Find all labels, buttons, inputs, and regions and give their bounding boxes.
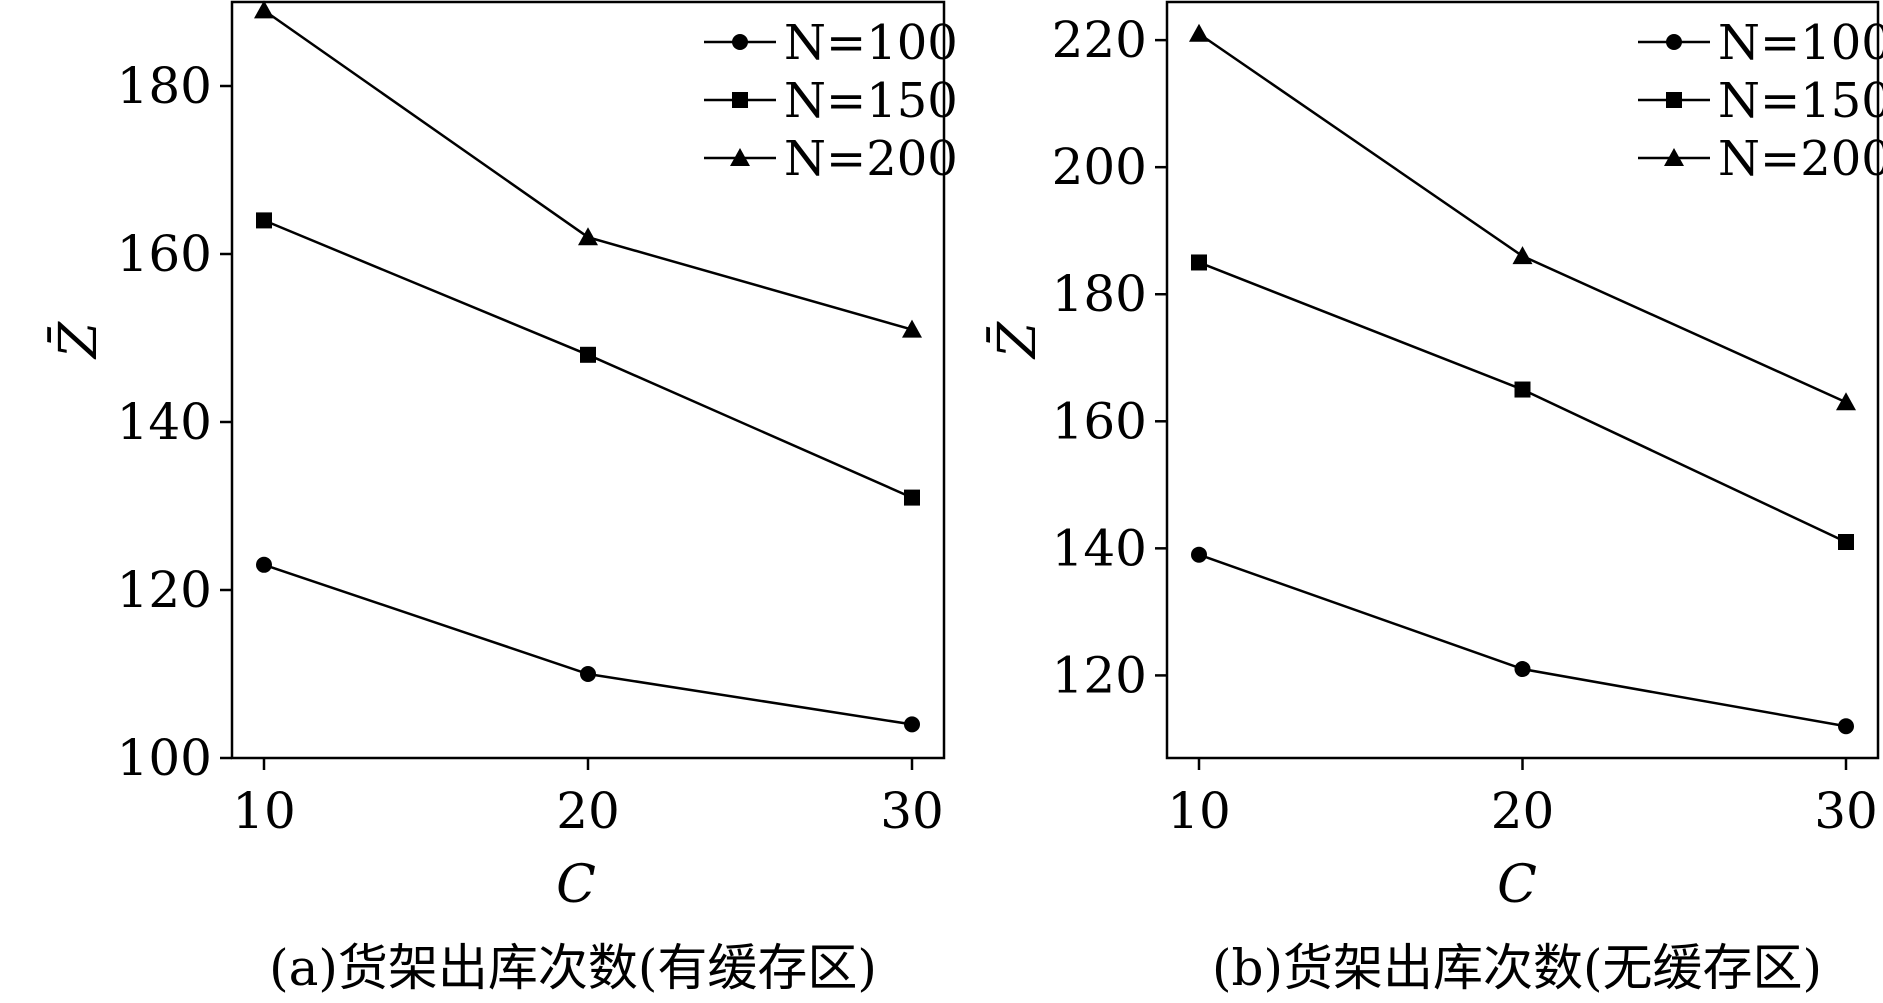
x-tick-label: 30 xyxy=(1814,782,1878,840)
series-square xyxy=(1191,254,1854,550)
data-point-circle xyxy=(904,716,920,733)
data-point-square xyxy=(256,212,272,229)
y-tick-label: 140 xyxy=(1052,519,1147,577)
x-tick-label: 20 xyxy=(556,782,620,840)
series-line xyxy=(1198,553,1847,728)
data-point-triangle xyxy=(578,227,598,246)
y-tick-label: 220 xyxy=(1052,11,1147,69)
panel-caption: (a)货架出库次数(有缓存区) xyxy=(269,939,877,997)
legend-marker-square xyxy=(732,92,748,108)
legend-marker-triangle xyxy=(1664,148,1684,166)
data-point-square xyxy=(1514,381,1531,398)
data-point-circle xyxy=(256,556,272,573)
legend-label: N=150 xyxy=(1718,73,1883,129)
data-point-circle xyxy=(1514,661,1531,678)
series-triangle xyxy=(254,0,922,338)
series-line xyxy=(1198,261,1847,544)
data-point-triangle xyxy=(1836,392,1856,411)
chart-panel-b: 10 20 30 120 140 160 180 200 220 C Z̄ N=100N=150N=2… xyxy=(987,0,1883,997)
y-axis-label: Z̄ xyxy=(48,321,109,360)
data-point-square xyxy=(1838,534,1854,550)
x-tick-label: 30 xyxy=(880,782,944,840)
y-tick-label: 200 xyxy=(1052,138,1147,196)
legend-marker-triangle xyxy=(730,148,750,166)
data-point-triangle xyxy=(254,0,274,19)
data-point-square xyxy=(580,346,596,363)
y-tick-label: 120 xyxy=(1052,646,1147,704)
data-point-square xyxy=(1191,254,1207,271)
x-axis-label: C xyxy=(556,855,596,915)
legend-label: N=200 xyxy=(784,131,958,187)
x-axis-label: C xyxy=(1497,855,1537,915)
y-tick-label: 140 xyxy=(117,393,212,451)
series-square xyxy=(256,212,920,506)
y-tick-label: 180 xyxy=(1052,265,1147,323)
series-circle xyxy=(1191,546,1854,735)
x-tick-label: 20 xyxy=(1491,782,1555,840)
legend-marker-circle xyxy=(732,34,748,50)
y-tick-label: 160 xyxy=(117,225,212,283)
panel-caption: (b)货架出库次数(无缓存区) xyxy=(1212,939,1822,997)
series-line xyxy=(263,563,913,726)
legend-marker-square xyxy=(1666,92,1682,108)
legend-label: N=200 xyxy=(1718,131,1883,187)
y-tick-label: 160 xyxy=(1052,392,1147,450)
data-point-circle xyxy=(1838,718,1854,735)
legend-label: N=100 xyxy=(784,15,958,71)
data-point-circle xyxy=(1191,546,1207,563)
legend-marker-circle xyxy=(1666,34,1682,50)
legend-label: N=100 xyxy=(1718,15,1883,71)
x-tick-label: 10 xyxy=(1167,782,1231,840)
y-tick-label: 180 xyxy=(117,57,212,115)
data-point-square xyxy=(904,489,920,506)
y-tick-label: 120 xyxy=(117,561,212,619)
data-point-circle xyxy=(580,666,596,682)
x-tick-label: 10 xyxy=(232,782,296,840)
data-point-triangle xyxy=(1512,246,1533,265)
data-point-triangle xyxy=(1189,23,1209,42)
data-point-triangle xyxy=(902,319,922,338)
legend-label: N=150 xyxy=(784,73,958,129)
y-tick-label: 100 xyxy=(117,729,212,787)
y-axis-label: Z̄ xyxy=(987,321,1048,360)
series-circle xyxy=(256,556,920,733)
series-triangle xyxy=(1189,23,1856,411)
